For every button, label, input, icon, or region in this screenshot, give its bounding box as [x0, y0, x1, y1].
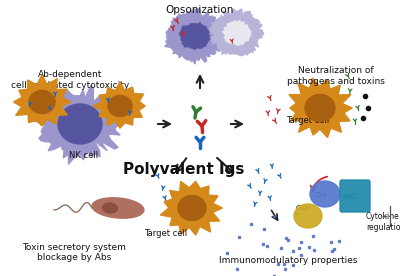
Text: C3a: C3a: [295, 205, 309, 211]
Text: Immunomodulatory properties: Immunomodulatory properties: [219, 256, 357, 265]
Ellipse shape: [310, 181, 340, 207]
Text: Opsonization: Opsonization: [166, 5, 234, 15]
Polygon shape: [222, 21, 251, 46]
Polygon shape: [289, 78, 352, 137]
Ellipse shape: [92, 198, 144, 218]
Ellipse shape: [294, 204, 322, 228]
Text: MAC: MAC: [343, 194, 358, 200]
Text: Ab-dependent
cell-mediated cytotoxicity: Ab-dependent cell-mediated cytotoxicity: [11, 70, 129, 90]
Text: Target cell: Target cell: [144, 229, 188, 238]
Polygon shape: [108, 95, 132, 116]
Text: Target cell: Target cell: [286, 116, 330, 124]
Text: NK cell: NK cell: [70, 152, 98, 160]
Polygon shape: [210, 9, 264, 55]
Text: Toxin secretory system
blockage by Abs: Toxin secretory system blockage by Abs: [22, 243, 126, 262]
Polygon shape: [165, 8, 226, 64]
Polygon shape: [178, 195, 206, 221]
Text: Cytokine
regulation: Cytokine regulation: [366, 213, 400, 232]
Polygon shape: [305, 94, 335, 121]
Polygon shape: [29, 91, 55, 113]
Polygon shape: [179, 22, 210, 50]
Text: Polyvalent Igs: Polyvalent Igs: [123, 162, 245, 177]
Polygon shape: [93, 82, 145, 128]
Text: Neutralization of
pathogens and toxins: Neutralization of pathogens and toxins: [287, 66, 385, 86]
Polygon shape: [34, 85, 129, 164]
Ellipse shape: [102, 203, 118, 213]
FancyBboxPatch shape: [340, 180, 370, 212]
Polygon shape: [58, 104, 102, 144]
Polygon shape: [14, 75, 71, 126]
Text: C5a: C5a: [313, 192, 327, 198]
Polygon shape: [160, 181, 222, 235]
